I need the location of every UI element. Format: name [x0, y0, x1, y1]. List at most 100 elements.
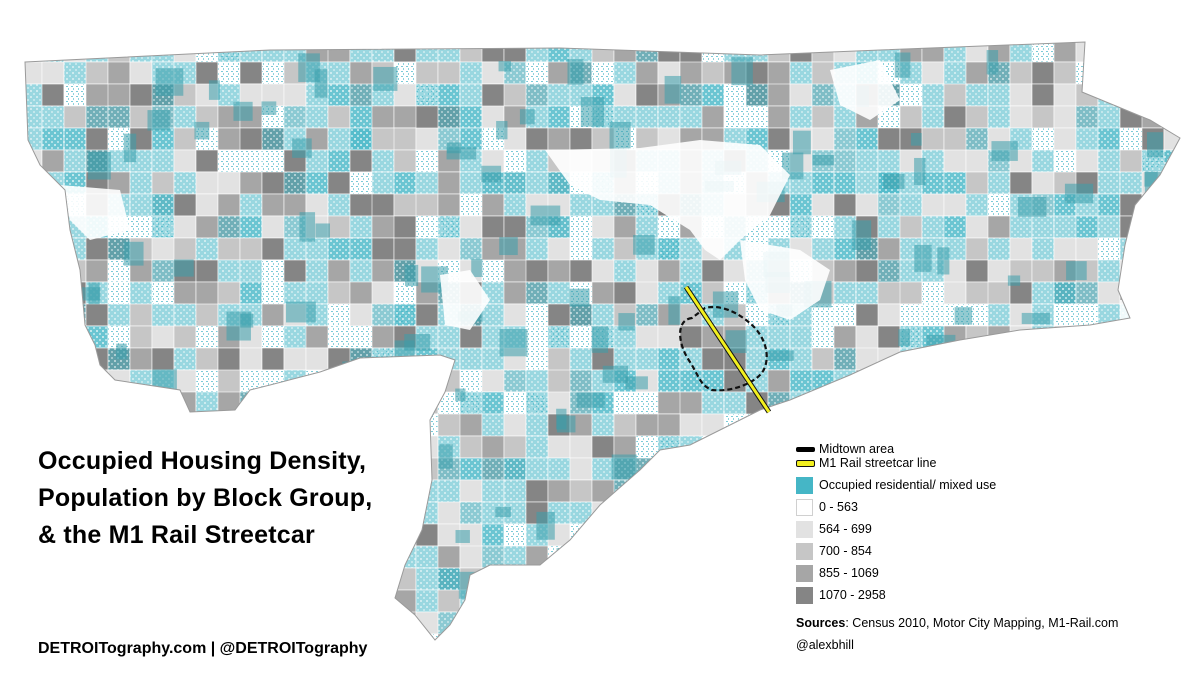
block-group: [195, 149, 219, 173]
block-group: [503, 171, 527, 195]
sources-text: : Census 2010, Motor City Mapping, M1-Ra…: [845, 616, 1119, 630]
block-group: [151, 347, 175, 371]
block-group: [591, 435, 615, 459]
block-group: [657, 105, 681, 129]
block-group: [987, 281, 1011, 305]
block-group: [965, 259, 989, 283]
block-group: [503, 413, 527, 437]
block-group: [591, 259, 615, 283]
block-group: [921, 193, 945, 217]
block-group: [85, 105, 109, 129]
residential-patch: [155, 68, 184, 96]
block-group: [525, 149, 549, 173]
block-group: [701, 369, 725, 393]
block-group: [1075, 149, 1099, 173]
block-group: [811, 215, 835, 239]
block-group: [327, 281, 351, 305]
block-group: [1031, 237, 1055, 261]
block-group: [613, 237, 637, 261]
class-swatch-icon: [796, 498, 813, 516]
block-group: [305, 259, 329, 283]
residential-patch: [496, 120, 508, 140]
block-group: [987, 171, 1011, 195]
residential-patch: [147, 110, 170, 131]
residential-patch: [580, 97, 605, 127]
block-group: [855, 259, 879, 283]
block-group: [327, 325, 351, 349]
block-group: [1097, 237, 1121, 261]
residential-patch: [530, 205, 561, 226]
residential-patch: [261, 101, 277, 115]
block-group: [855, 127, 879, 151]
residential-patch: [1007, 275, 1021, 286]
block-group: [1053, 105, 1077, 129]
block-group: [393, 127, 417, 151]
block-group: [1009, 83, 1033, 107]
legend-residential: Occupied residential/ mixed use: [796, 474, 1192, 496]
block-group: [415, 589, 439, 613]
low-density-area: [60, 185, 130, 240]
block-group: [1009, 171, 1033, 195]
block-group: [173, 325, 197, 349]
block-group: [987, 303, 1011, 327]
block-group: [525, 479, 549, 503]
block-group: [525, 259, 549, 283]
block-group: [811, 105, 835, 129]
block-group: [921, 83, 945, 107]
block-group: [459, 193, 483, 217]
residential-patch: [455, 388, 466, 402]
residential-patch: [404, 334, 431, 351]
block-group: [943, 171, 967, 195]
residential-patch: [88, 151, 111, 180]
block-group: [635, 281, 659, 305]
residential-patch: [991, 141, 1018, 161]
legend-class-0: 0 - 563: [796, 496, 1192, 518]
block-group: [965, 193, 989, 217]
block-group: [393, 215, 417, 239]
block-group: [349, 171, 373, 195]
block-group: [1119, 149, 1143, 173]
block-group: [569, 457, 593, 481]
block-group: [701, 105, 725, 129]
block-group: [1031, 259, 1055, 283]
block-group: [943, 105, 967, 129]
residential-patch: [116, 343, 127, 360]
block-group: [459, 457, 483, 481]
legend-class-label: 1070 - 2958: [819, 588, 886, 602]
block-group: [525, 457, 549, 481]
block-group: [173, 149, 197, 173]
block-group: [657, 259, 681, 283]
block-group: [789, 215, 813, 239]
block-group: [195, 347, 219, 371]
low-density-area: [830, 60, 900, 120]
block-group: [745, 347, 769, 371]
block-group: [459, 413, 483, 437]
block-group: [261, 237, 285, 261]
site-credit: DETROITography.com | @DETROITography: [38, 640, 368, 657]
block-group: [261, 193, 285, 217]
block-group: [327, 61, 351, 85]
block-group: [85, 259, 109, 283]
block-group: [987, 83, 1011, 107]
block-group: [217, 259, 241, 283]
block-group: [349, 303, 373, 327]
block-group: [1097, 281, 1121, 305]
residential-patch: [499, 329, 528, 357]
residential-patch: [292, 138, 312, 158]
block-group: [239, 281, 263, 305]
residential-patch: [567, 59, 584, 85]
block-group: [305, 281, 329, 305]
block-group: [173, 105, 197, 129]
dashed-boundary-line-icon: [796, 446, 815, 452]
residential-patch: [569, 288, 590, 307]
block-group: [547, 83, 571, 107]
block-group: [767, 127, 791, 151]
legend-rail-label: M1 Rail streetcar line: [819, 456, 937, 470]
legend-class-label: 700 - 854: [819, 544, 872, 558]
block-group: [525, 347, 549, 371]
block-group: [613, 83, 637, 107]
block-group: [635, 325, 659, 349]
block-group: [239, 215, 263, 239]
block-group: [85, 61, 109, 85]
residential-swatch-icon: [796, 476, 813, 494]
